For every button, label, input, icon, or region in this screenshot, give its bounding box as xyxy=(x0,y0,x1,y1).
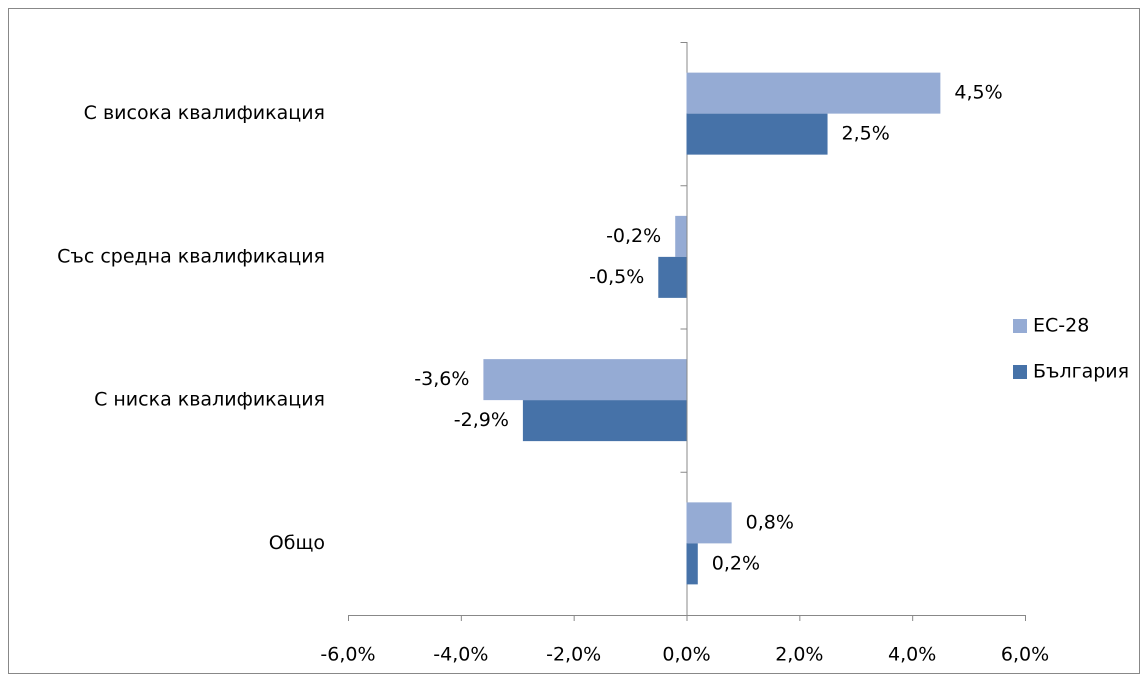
legend-label: България xyxy=(1033,361,1129,383)
bar xyxy=(483,359,687,401)
y-tick-label: С висока квалификация xyxy=(84,102,325,124)
data-label: -0,5% xyxy=(589,266,644,288)
bar xyxy=(686,543,698,585)
y-tick-label: С ниска квалификация xyxy=(94,389,325,411)
data-label: -2,9% xyxy=(454,409,509,431)
bar xyxy=(686,113,828,155)
data-label: -3,6% xyxy=(414,368,469,390)
chart-frame xyxy=(8,8,1140,674)
bar xyxy=(675,215,687,257)
y-tick-label: Със средна квалификация xyxy=(57,245,325,267)
data-label: 4,5% xyxy=(954,82,1002,104)
data-label: 2,5% xyxy=(842,123,890,145)
data-label: -0,2% xyxy=(606,225,661,247)
bar xyxy=(686,72,941,114)
x-tick-label: 4,0% xyxy=(888,644,936,666)
x-tick-label: -6,0% xyxy=(320,644,375,666)
x-tick-label: -2,0% xyxy=(546,644,601,666)
y-tick-label: Общо xyxy=(269,532,325,554)
x-tick-label: 2,0% xyxy=(775,644,823,666)
legend-label: ЕС-28 xyxy=(1033,315,1089,337)
bar xyxy=(522,400,687,442)
x-tick-label: 6,0% xyxy=(1001,644,1049,666)
data-label: 0,8% xyxy=(746,511,794,533)
legend-swatch xyxy=(1013,365,1027,379)
x-tick-label: 0,0% xyxy=(662,644,710,666)
legend-swatch xyxy=(1013,319,1027,333)
bar xyxy=(658,256,687,298)
data-label: 0,2% xyxy=(712,552,760,574)
bar xyxy=(686,502,732,544)
x-tick-label: -4,0% xyxy=(433,644,488,666)
